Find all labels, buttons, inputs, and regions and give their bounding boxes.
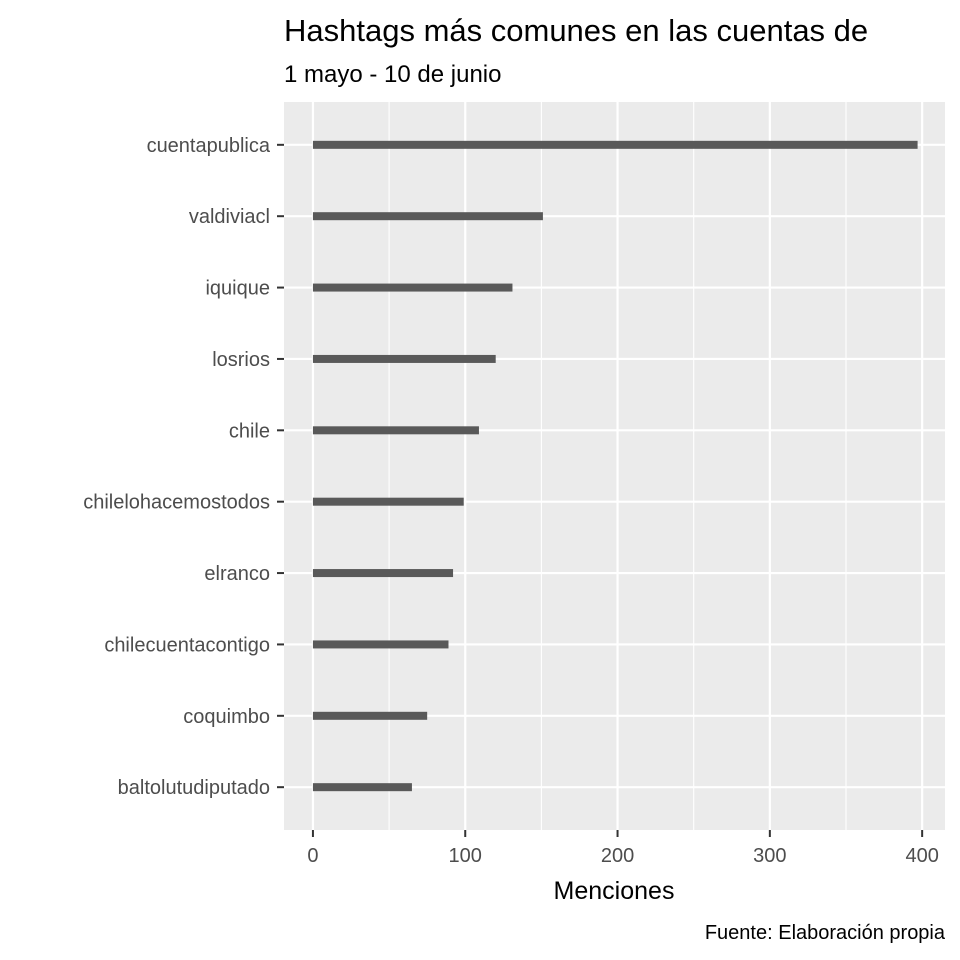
x-tick-label: 0: [307, 845, 318, 867]
x-tick-label: 400: [905, 845, 938, 867]
bar: [312, 640, 449, 649]
chart-title: Hashtags más comunes en las cuentas de: [284, 13, 868, 48]
y-axis: cuentapublica valdiviacl iquique losrios chi…: [83, 135, 284, 799]
y-tick-label: coquimbo: [183, 706, 270, 728]
y-tick-label: valdiviacl: [189, 206, 270, 228]
y-tick-label: baltolutudiputado: [118, 777, 270, 799]
y-tick-label: chile: [229, 420, 270, 442]
y-tick-label: iquique: [205, 278, 270, 300]
bar: [312, 569, 454, 578]
bar: [312, 426, 479, 435]
grid-minor: [388, 102, 847, 830]
y-tick-label: chilelohacemostodos: [83, 492, 270, 514]
bar: [312, 283, 513, 292]
x-tick-label: 300: [753, 845, 786, 867]
y-tick-label: losrios: [212, 349, 270, 371]
chart-subtitle: 1 mayo - 10 de junio: [284, 61, 501, 88]
y-tick-label: cuentapublica: [147, 135, 271, 157]
plot-panel: [284, 102, 945, 830]
x-axis: 0 100 200 300 400: [307, 830, 939, 867]
bars: [312, 140, 918, 792]
bar: [312, 497, 464, 506]
x-tick-label: 100: [449, 845, 482, 867]
bar: [312, 140, 918, 149]
caption: Fuente: Elaboración propia: [705, 922, 946, 944]
bar: [312, 212, 543, 221]
bar: [312, 711, 428, 720]
y-tick-label: chilecuentacontigo: [104, 634, 270, 656]
y-tick-label: elranco: [204, 563, 270, 585]
bar: [312, 783, 412, 792]
bar: [312, 354, 496, 363]
x-axis-label: Menciones: [554, 877, 675, 905]
x-tick-label: 200: [601, 845, 634, 867]
